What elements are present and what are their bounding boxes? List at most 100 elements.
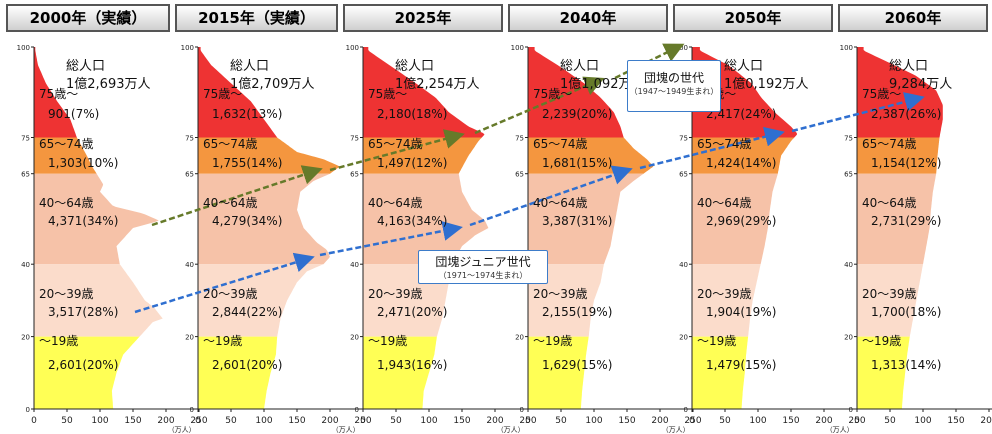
total-value-3: 1億1,092万人 — [560, 77, 645, 92]
y-tick-label-5-65: 65 — [844, 171, 853, 179]
dankai-callout-text: 団塊の世代 — [643, 71, 704, 85]
x-tick-label-5-0: 0 — [854, 416, 860, 426]
group-name-3-1: 65～74歳 — [533, 136, 588, 151]
x-tick-label-4-100: 100 — [749, 416, 766, 426]
age-band-1-1 — [198, 137, 340, 174]
age-band-3-1 — [528, 137, 654, 174]
y-tick-label-3-75: 75 — [515, 135, 524, 143]
x-tick-label-0-50: 50 — [61, 416, 73, 426]
unit-label-2: （万人） — [497, 426, 525, 434]
x-tick-label-1-150: 150 — [288, 416, 305, 426]
x-tick-label-4-0: 0 — [689, 416, 695, 426]
y-tick-label-2-40: 40 — [350, 261, 359, 269]
age-band-1-2 — [198, 173, 330, 265]
group-value-2-1: 1,497(12%) — [377, 156, 448, 171]
age-band-5-1 — [857, 137, 940, 174]
y-tick-label-4-20: 20 — [679, 334, 688, 342]
x-tick-label-3-200: 200 — [651, 416, 668, 426]
group-value-4-4: 1,479(15%) — [706, 357, 777, 372]
x-tick-label-3-150: 150 — [618, 416, 635, 426]
x-tick-label-5-150: 150 — [947, 416, 964, 426]
x-tick-label-1-250: 250 — [354, 416, 371, 426]
group-name-2-0: 75歳～ — [368, 87, 408, 102]
group-value-2-0: 2,180(18%) — [377, 107, 448, 122]
x-tick-label-0-250: 250 — [190, 416, 207, 426]
group-value-3-0: 2,239(20%) — [542, 107, 613, 122]
age-band-3-2 — [528, 173, 644, 265]
panel-title-3: 2040年 — [508, 4, 668, 32]
y-tick-label-4-75: 75 — [679, 135, 688, 143]
x-tick-label-0-150: 150 — [124, 416, 141, 426]
x-tick-label-4-150: 150 — [782, 416, 799, 426]
x-tick-label-1-0: 0 — [195, 416, 201, 426]
total-label-5: 総人口 — [889, 59, 929, 74]
age-band-1-4 — [198, 336, 278, 409]
age-band-4-3 — [692, 264, 761, 337]
group-name-5-2: 40～64歳 — [862, 196, 917, 211]
y-tick-label-4-0: 0 — [684, 406, 688, 414]
total-value-5: 9,284万人 — [889, 77, 953, 92]
age-band-3-0 — [528, 47, 624, 138]
dankai-callout-sub: （1947～1949生まれ） — [629, 87, 719, 96]
junior-callout-text: 団塊ジュニア世代 — [435, 255, 531, 269]
group-value-1-1: 1,755(14%) — [212, 156, 283, 171]
total-label-0: 総人口 — [66, 59, 106, 74]
total-label-4: 総人口 — [724, 59, 764, 74]
y-tick-label-1-40: 40 — [185, 261, 194, 269]
y-tick-label-5-75: 75 — [844, 135, 853, 143]
total-label-2: 総人口 — [395, 59, 435, 74]
group-value-4-2: 2,969(29%) — [706, 214, 777, 229]
group-name-1-3: 20～39歳 — [203, 286, 258, 301]
age-band-0-0 — [34, 47, 77, 138]
x-tick-label-0-0: 0 — [31, 416, 37, 426]
unit-label-3: （万人） — [662, 426, 690, 434]
junior-arrow-1 — [319, 221, 463, 257]
age-band-5-3 — [857, 264, 923, 337]
y-tick-label-0-75: 75 — [21, 135, 30, 143]
group-name-0-1: 65～74歳 — [39, 136, 94, 151]
age-band-5-0 — [857, 47, 943, 138]
y-tick-label-5-0: 0 — [849, 406, 853, 414]
y-tick-label-2-65: 65 — [350, 171, 359, 179]
x-tick-label-5-50: 50 — [884, 416, 896, 426]
x-tick-label-3-50: 50 — [555, 416, 567, 426]
dankai-arrow-2 — [474, 76, 605, 135]
age-band-0-2 — [34, 173, 159, 265]
y-tick-label-2-0: 0 — [355, 406, 359, 414]
group-name-0-0: 75歳～ — [39, 87, 79, 102]
x-tick-label-2-200: 200 — [486, 416, 503, 426]
group-value-5-3: 1,700(18%) — [871, 304, 942, 319]
age-band-4-1 — [692, 137, 795, 174]
group-value-4-3: 1,904(19%) — [706, 304, 777, 319]
group-value-3-2: 3,387(31%) — [542, 214, 613, 229]
group-value-2-3: 2,471(20%) — [377, 304, 448, 319]
group-name-3-2: 40～64歳 — [533, 196, 588, 211]
x-tick-label-2-50: 50 — [390, 416, 402, 426]
x-tick-label-4-250: 250 — [848, 416, 865, 426]
group-value-5-1: 1,154(12%) — [871, 156, 942, 171]
group-name-1-0: 75歳～ — [203, 87, 243, 102]
total-value-2: 1億2,254万人 — [395, 77, 480, 92]
junior-callout: 団塊ジュニア世代 （1971～1974生まれ） — [418, 250, 548, 284]
age-band-0-1 — [34, 137, 97, 174]
x-tick-label-2-100: 100 — [420, 416, 437, 426]
x-tick-label-1-100: 100 — [255, 416, 272, 426]
group-name-5-0: 75歳～ — [862, 87, 902, 102]
group-value-5-2: 2,731(29%) — [871, 214, 942, 229]
group-value-0-0: 901(7%) — [48, 107, 100, 122]
x-tick-label-2-250: 250 — [519, 416, 536, 426]
group-value-3-4: 1,629(15%) — [542, 357, 613, 372]
x-tick-label-5-200: 200 — [980, 416, 992, 426]
y-tick-label-1-20: 20 — [185, 334, 194, 342]
total-label-3: 総人口 — [560, 59, 600, 74]
group-name-5-1: 65～74歳 — [862, 136, 917, 151]
unit-label-5: （万人） — [991, 426, 992, 434]
group-name-2-2: 40～64歳 — [368, 196, 423, 211]
total-label-1: 総人口 — [230, 59, 270, 74]
age-band-3-4 — [528, 336, 589, 409]
age-band-4-4 — [692, 336, 749, 409]
y-tick-label-0-100: 100 — [17, 44, 30, 52]
y-tick-label-2-100: 100 — [346, 44, 359, 52]
group-value-0-1: 1,303(10%) — [48, 156, 119, 171]
group-value-1-2: 4,279(34%) — [212, 214, 283, 229]
